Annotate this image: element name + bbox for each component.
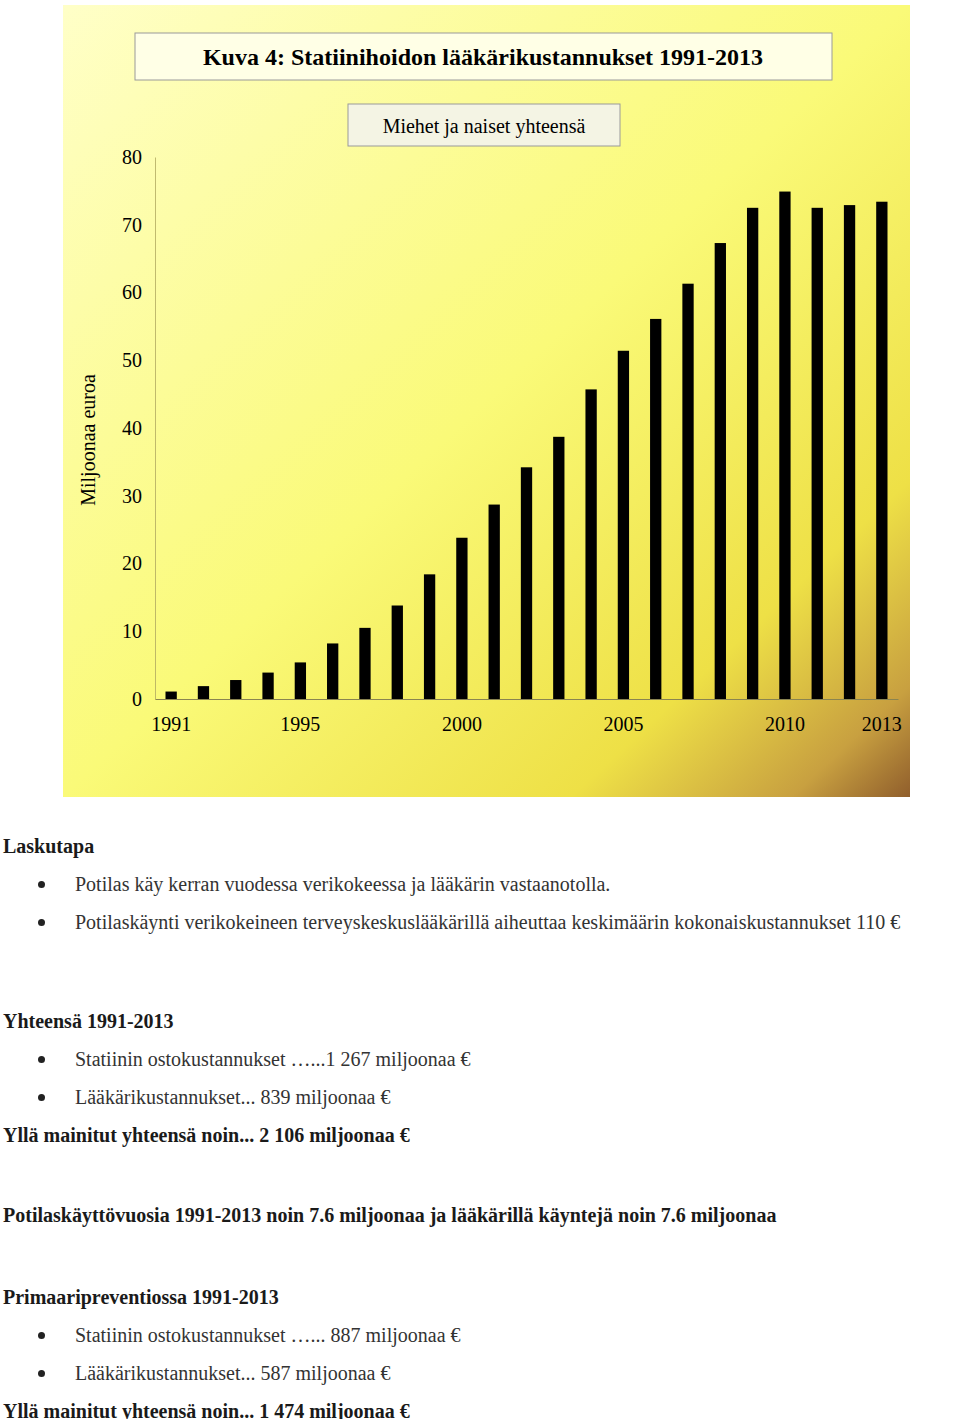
bullet-item: Potilas käy kerran vuodessa verikokeessa…: [0, 865, 955, 903]
y-tick: 20: [122, 552, 155, 574]
bullet-dot: [38, 1094, 45, 1101]
y-tick-label: 40: [122, 417, 142, 439]
bar: [198, 686, 209, 699]
section-heading: Primaaripreventiossa 1991-2013: [0, 1278, 960, 1316]
bullet-dot: [38, 881, 45, 888]
bar: [650, 319, 661, 699]
title-box: [135, 33, 832, 80]
y-tick: 50: [122, 349, 155, 371]
bullet-item: Potilaskäynti verikokeineen terveyskesku…: [0, 903, 955, 941]
bullet-text: Lääkärikustannukset... 839 miljoonaa €: [75, 1086, 390, 1108]
bar: [359, 628, 370, 699]
x-tick: 2000: [442, 699, 482, 735]
section-total: Yllä mainitut yhteensä noin... 1 474 mil…: [0, 1392, 960, 1419]
bar: [715, 243, 726, 699]
x-tick-label: 2013: [862, 713, 902, 735]
bar: [618, 351, 629, 699]
y-axis-title: Miljoonaa euroa: [77, 374, 100, 506]
bar: [230, 680, 241, 699]
bars: [165, 192, 887, 699]
bullet-text: Potilaskäynti verikokeineen terveyskesku…: [75, 911, 900, 933]
subtitle: Miehet ja naiset yhteensä: [383, 115, 586, 138]
subtitle-box: [348, 104, 620, 146]
bar: [812, 208, 823, 699]
y-tick-label: 10: [122, 620, 142, 642]
bullet-item: Lääkärikustannukset... 587 miljoonaa €: [0, 1354, 955, 1392]
bullet-item: Lääkärikustannukset... 839 miljoonaa €: [0, 1078, 955, 1116]
bar: [876, 202, 887, 699]
chart-background: [63, 5, 910, 797]
y-tick-label: 80: [122, 146, 142, 168]
bar: [392, 606, 403, 699]
bar: [682, 284, 693, 699]
y-tick: 30: [122, 485, 155, 507]
chart: 0 10 20 30 40 50 60 70 80 1991 1995 2000 2005 2010 201…: [0, 0, 960, 800]
title: Kuva 4: Statiinihoidon lääkärikustannuks…: [203, 44, 763, 70]
y-tick: 70: [122, 214, 155, 236]
bullet-text: Statiinin ostokustannukset …... 887 milj…: [75, 1324, 461, 1346]
y-tick-label: 0: [132, 688, 142, 710]
y-tick-label: 20: [122, 552, 142, 574]
y-tick-label: 30: [122, 485, 142, 507]
y-tick: 40: [122, 417, 155, 439]
y-axis-line: [155, 158, 156, 700]
bar: [747, 208, 758, 699]
x-tick-label: 2000: [442, 713, 482, 735]
bullet-dot: [38, 1056, 45, 1063]
section-heading: Yhteensä 1991-2013: [0, 1002, 960, 1040]
bullet-text: Lääkärikustannukset... 587 miljoonaa €: [75, 1362, 390, 1384]
bar: [779, 192, 790, 699]
bar: [424, 574, 435, 699]
x-tick: 2010: [765, 699, 805, 735]
page: {"chart_data": {"type": "bar", "title": …: [0, 0, 960, 1419]
bar: [585, 389, 596, 699]
bullet-dot: [38, 1370, 45, 1377]
text-section: Primaaripreventiossa 1991-2013 Statiinin …: [0, 1278, 960, 1419]
text-section: Laskutapa Potilas käy kerran vuodessa ver…: [0, 827, 960, 941]
x-tick-label: 1991: [151, 713, 191, 735]
x-axis-line: [156, 699, 899, 700]
section-heading: Potilaskäyttövuosia 1991-2013 noin 7.6 m…: [0, 1196, 960, 1234]
bar: [327, 643, 338, 699]
bar: [456, 538, 467, 699]
bar: [165, 692, 176, 699]
y-tick: 0: [132, 688, 155, 710]
bar: [553, 437, 564, 699]
y-tick-label: 70: [122, 214, 142, 236]
bullet-dot: [38, 919, 45, 926]
y-tick: 60: [122, 281, 155, 303]
bullet-text: Potilas käy kerran vuodessa verikokeessa…: [75, 873, 610, 895]
x-tick: 2013: [862, 699, 902, 735]
y-tick-label: 60: [122, 281, 142, 303]
bullet-text: Statiinin ostokustannukset …...1 267 mil…: [75, 1048, 471, 1070]
bar: [521, 467, 532, 699]
bullet-dot: [38, 1332, 45, 1339]
x-tick-label: 2005: [603, 713, 643, 735]
x-axis: 1991 1995 2000 2005 2010 2013: [151, 699, 902, 735]
section-total: Yllä mainitut yhteensä noin... 2 106 mil…: [0, 1116, 960, 1154]
y-axis: 0 10 20 30 40 50 60 70 80: [122, 146, 156, 710]
x-tick: 1995: [280, 699, 320, 735]
y-tick: 10: [122, 620, 155, 642]
text-section: Yhteensä 1991-2013 Statiinin ostokustannu…: [0, 1002, 960, 1154]
x-tick-label: 1995: [280, 713, 320, 735]
bar: [489, 505, 500, 699]
x-tick-label: 2010: [765, 713, 805, 735]
text-section: Potilaskäyttövuosia 1991-2013 noin 7.6 m…: [0, 1196, 960, 1234]
bar: [262, 673, 273, 699]
section-heading: Laskutapa: [0, 827, 960, 865]
bullet-item: Statiinin ostokustannukset …... 887 milj…: [0, 1316, 955, 1354]
x-tick: 2005: [603, 699, 643, 735]
x-tick: 1991: [151, 699, 191, 735]
y-tick: 80: [122, 146, 155, 168]
bullet-item: Statiinin ostokustannukset …...1 267 mil…: [0, 1040, 955, 1078]
bar: [844, 205, 855, 699]
bar: [295, 662, 306, 699]
y-tick-label: 50: [122, 349, 142, 371]
